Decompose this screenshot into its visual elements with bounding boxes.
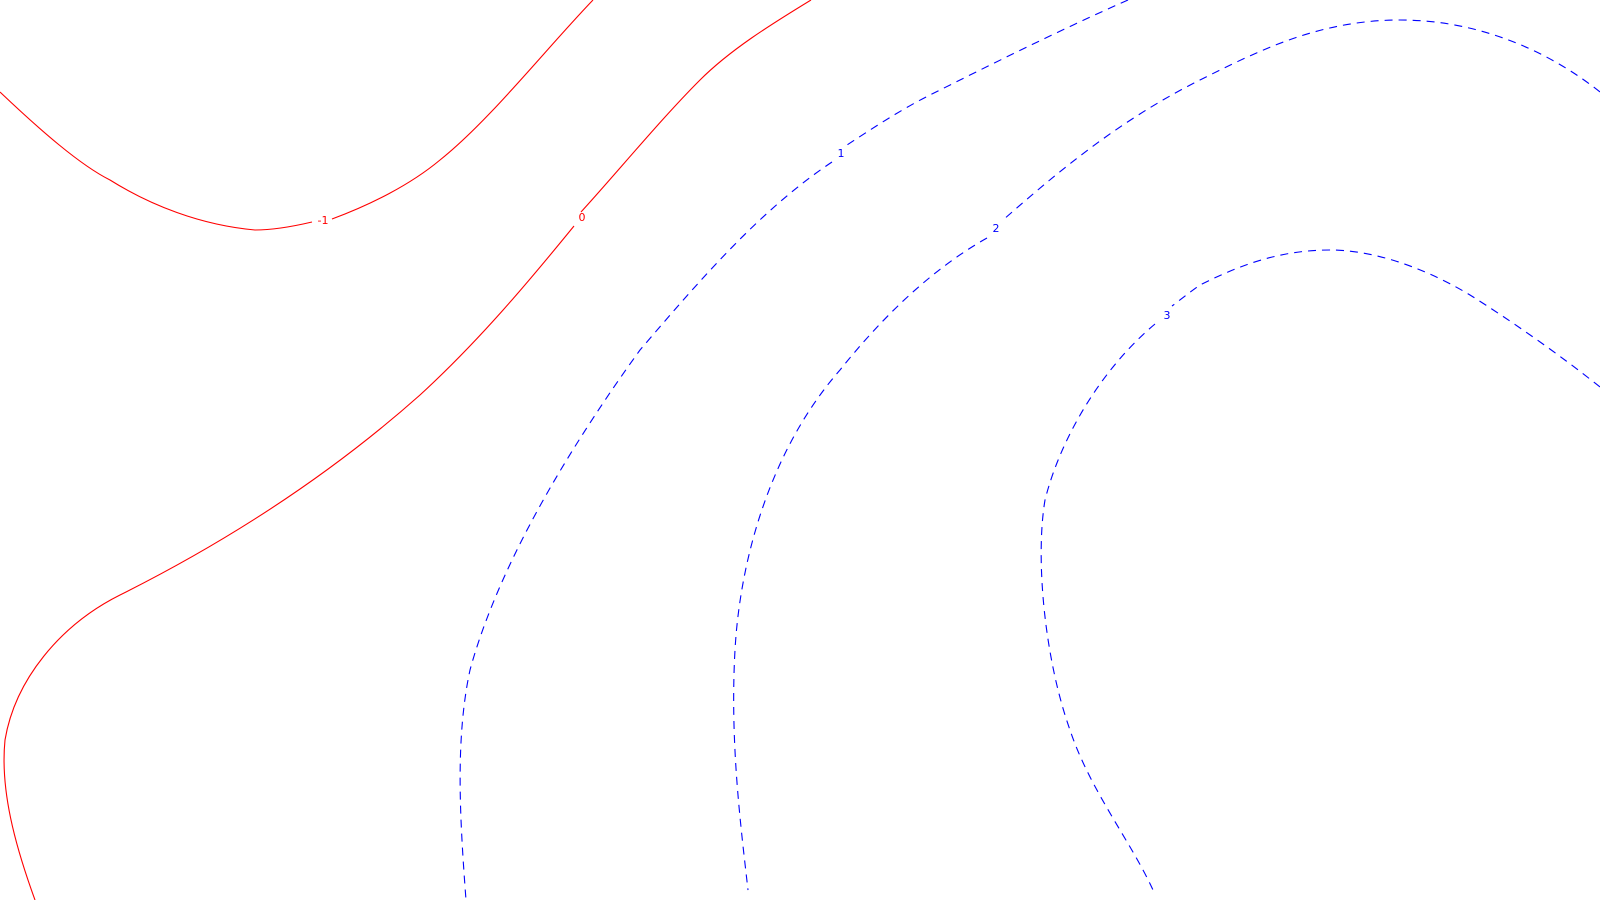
contour-line-2-continued <box>733 237 988 891</box>
contour-label-3: 3 <box>1164 309 1171 322</box>
contour-line-1-continued <box>459 161 833 900</box>
contour-line-0 <box>580 0 812 213</box>
contour-line-minus-1-continued <box>331 0 594 220</box>
contour-label-2: 2 <box>993 222 1000 235</box>
contour-label-0: 0 <box>579 211 586 224</box>
contour-label-1: 1 <box>838 147 845 160</box>
contour-line-minus-1 <box>0 91 313 231</box>
contour-line-0-continued <box>3 225 575 900</box>
contour-label-minus-1: -1 <box>318 214 329 227</box>
contour-line-3-continued <box>1040 323 1156 891</box>
contour-line-1 <box>846 0 1129 146</box>
contour-line-3 <box>1171 249 1600 388</box>
